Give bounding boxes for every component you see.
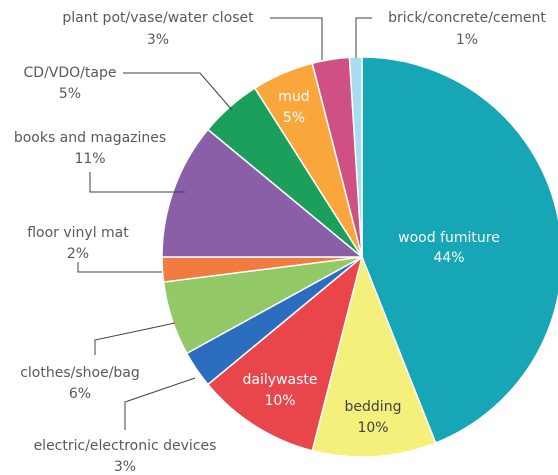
value-label: 44% xyxy=(433,250,464,266)
slice-label: plant pot/vase/water closet xyxy=(62,10,254,26)
value-label: 3% xyxy=(114,459,136,475)
leader-line xyxy=(355,17,372,58)
leader-line xyxy=(77,262,162,273)
slice-label: floor vinyl mat xyxy=(27,225,129,241)
value-label: 2% xyxy=(67,246,89,262)
slice-label: clothes/shoe/bag xyxy=(20,365,140,381)
pie-slice xyxy=(161,128,365,258)
value-label: 6% xyxy=(69,386,91,402)
slice-label: brick/concrete/cement xyxy=(388,10,546,26)
slice-label: books and magazines xyxy=(14,130,166,146)
pie-slice xyxy=(206,254,364,452)
value-label: 5% xyxy=(59,86,81,102)
slice-label: electric/electronic devices xyxy=(34,438,217,454)
leader-line xyxy=(123,72,233,111)
slice-label: mud xyxy=(278,89,309,105)
leader-line xyxy=(94,322,176,355)
slice-label: bedding xyxy=(345,399,402,415)
value-label: 10% xyxy=(357,420,388,436)
slice-label: dailywaste xyxy=(243,372,318,388)
value-label: 10% xyxy=(264,393,295,409)
pie-slice xyxy=(311,254,437,458)
value-label: 11% xyxy=(74,151,105,167)
leader-line xyxy=(270,17,323,60)
value-label: 5% xyxy=(283,110,305,126)
value-label: 1% xyxy=(456,32,478,48)
slice-label: CD/VDO/tape xyxy=(24,65,117,81)
slice-label: wood fumiture xyxy=(398,230,500,246)
pie-slice xyxy=(361,56,558,444)
leader-line xyxy=(124,377,196,430)
value-label: 3% xyxy=(147,32,169,48)
leader-line xyxy=(89,172,185,193)
